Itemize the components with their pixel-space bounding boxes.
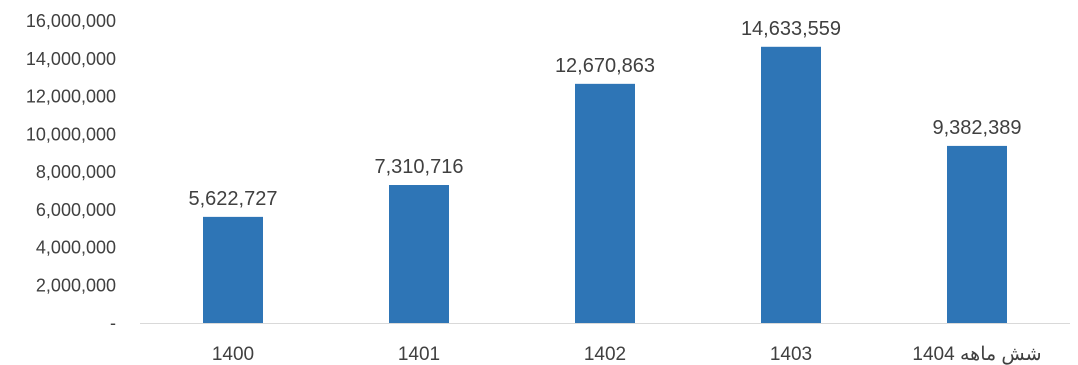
bars (203, 46, 1007, 324)
y-tick-label: 16,000,000 (26, 11, 116, 31)
bar (389, 185, 449, 323)
data-label: 9,382,389 (933, 117, 1022, 139)
y-tick-label: 8,000,000 (36, 162, 116, 182)
y-axis: - 2,000,000 4,000,000 6,000,000 8,000,000 10,… (26, 11, 116, 333)
data-label: 7,310,716 (375, 156, 464, 178)
bar (947, 145, 1007, 323)
x-tick-label: 1402 (584, 344, 626, 365)
data-label: 14,633,559 (741, 18, 841, 40)
x-tick-label: 1400 (212, 344, 254, 365)
data-label: 12,670,863 (555, 55, 655, 77)
data-label: 5,622,727 (189, 188, 278, 210)
x-tick-label: 1401 (398, 344, 440, 365)
y-tick-label: - (110, 313, 116, 333)
x-tick-label: شش ماهه 1404 (912, 344, 1041, 365)
y-tick-label: 14,000,000 (26, 49, 116, 69)
y-tick-label: 4,000,000 (36, 238, 116, 258)
y-tick-label: 10,000,000 (26, 124, 116, 144)
y-tick-label: 12,000,000 (26, 87, 116, 107)
y-tick-label: 2,000,000 (36, 275, 116, 295)
bar (575, 83, 635, 323)
bar (203, 216, 263, 323)
data-labels: 5,622,727 7,310,716 12,670,863 14,633,559 9,… (189, 18, 1022, 210)
y-tick-label: 6,000,000 (36, 200, 116, 220)
bar (761, 46, 821, 324)
x-axis: 1400 1401 1402 1403 شش ماهه 1404 (212, 344, 1042, 365)
x-tick-label: 1403 (770, 344, 812, 365)
